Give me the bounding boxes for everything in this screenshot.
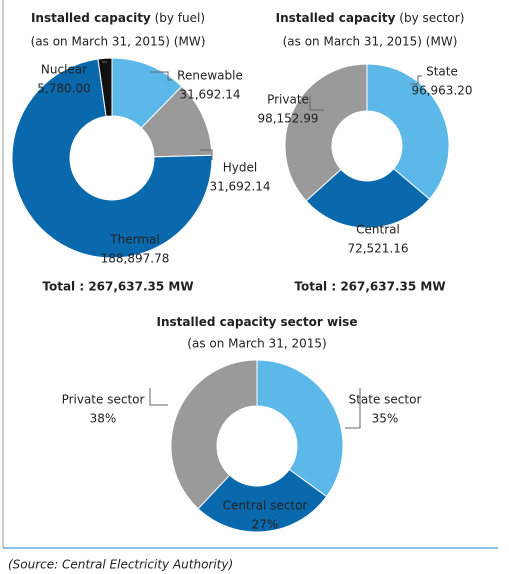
donut-slice: [197, 468, 328, 533]
chart-title: Installed capacity (by fuel): [31, 11, 205, 25]
slice-value: 72,521.16: [347, 242, 408, 256]
chart-subtitle: (as on March 31, 2015) (MW): [283, 35, 458, 49]
slice-label: Private: [267, 93, 309, 107]
chart-subtitle: (as on March 31, 2015): [187, 337, 326, 351]
title-main: Installed capacity: [276, 11, 396, 25]
slice-label: Nuclear: [41, 63, 87, 77]
slice-value: 35%: [372, 412, 399, 426]
title-note: (by sector): [399, 11, 464, 25]
title-note: (by fuel): [155, 11, 205, 25]
slice-label: Central sector: [223, 499, 308, 513]
source: (Source: Central Electricity Authority): [8, 558, 233, 572]
donut-slice: [170, 359, 258, 510]
slice-label: Hydel: [223, 161, 257, 175]
slice-value: 31,692.14: [179, 88, 240, 102]
donut-slice: [11, 58, 213, 259]
donut-slice: [284, 63, 368, 202]
slice-label: State: [426, 65, 458, 79]
slice-label: Private sector: [62, 393, 145, 407]
leader-line: [149, 388, 168, 406]
donut-slice: [366, 63, 450, 200]
slice-value: 27%: [252, 518, 279, 532]
donut-slice: [256, 359, 344, 498]
chart-title: Installed capacity (by sector): [276, 11, 465, 25]
donut-slice: [97, 57, 113, 117]
slice-value: 96,963.20: [411, 84, 472, 98]
slice-value: 5,780.00: [37, 82, 90, 96]
slice-value: 38%: [90, 412, 117, 426]
slice-value: 98,152.99: [257, 112, 318, 126]
leader-line: [410, 75, 422, 85]
slice-label: Renewable: [177, 69, 243, 83]
slice-value: 31,692.14: [209, 180, 270, 194]
leader-line: [150, 71, 172, 81]
chart-total: Total : 267,637.35 MW: [42, 280, 193, 294]
title-main: Installed capacity: [31, 11, 151, 25]
leader-line: [345, 388, 361, 429]
title-main: Installed capacity sector wise: [157, 315, 358, 329]
slice-label: Thermal: [109, 233, 159, 247]
donut-slice: [305, 167, 431, 229]
leader-line: [309, 96, 324, 111]
chart-total: Total : 267,637.35 MW: [294, 280, 445, 294]
chart-subtitle: (as on March 31, 2015) (MW): [31, 35, 206, 49]
slice-label: Central: [356, 223, 400, 237]
leader-line: [200, 149, 213, 160]
slice-label: State sector: [349, 393, 422, 407]
chart-title: Installed capacity sector wise: [157, 315, 358, 329]
slice-value: 188,897.78: [101, 252, 170, 266]
